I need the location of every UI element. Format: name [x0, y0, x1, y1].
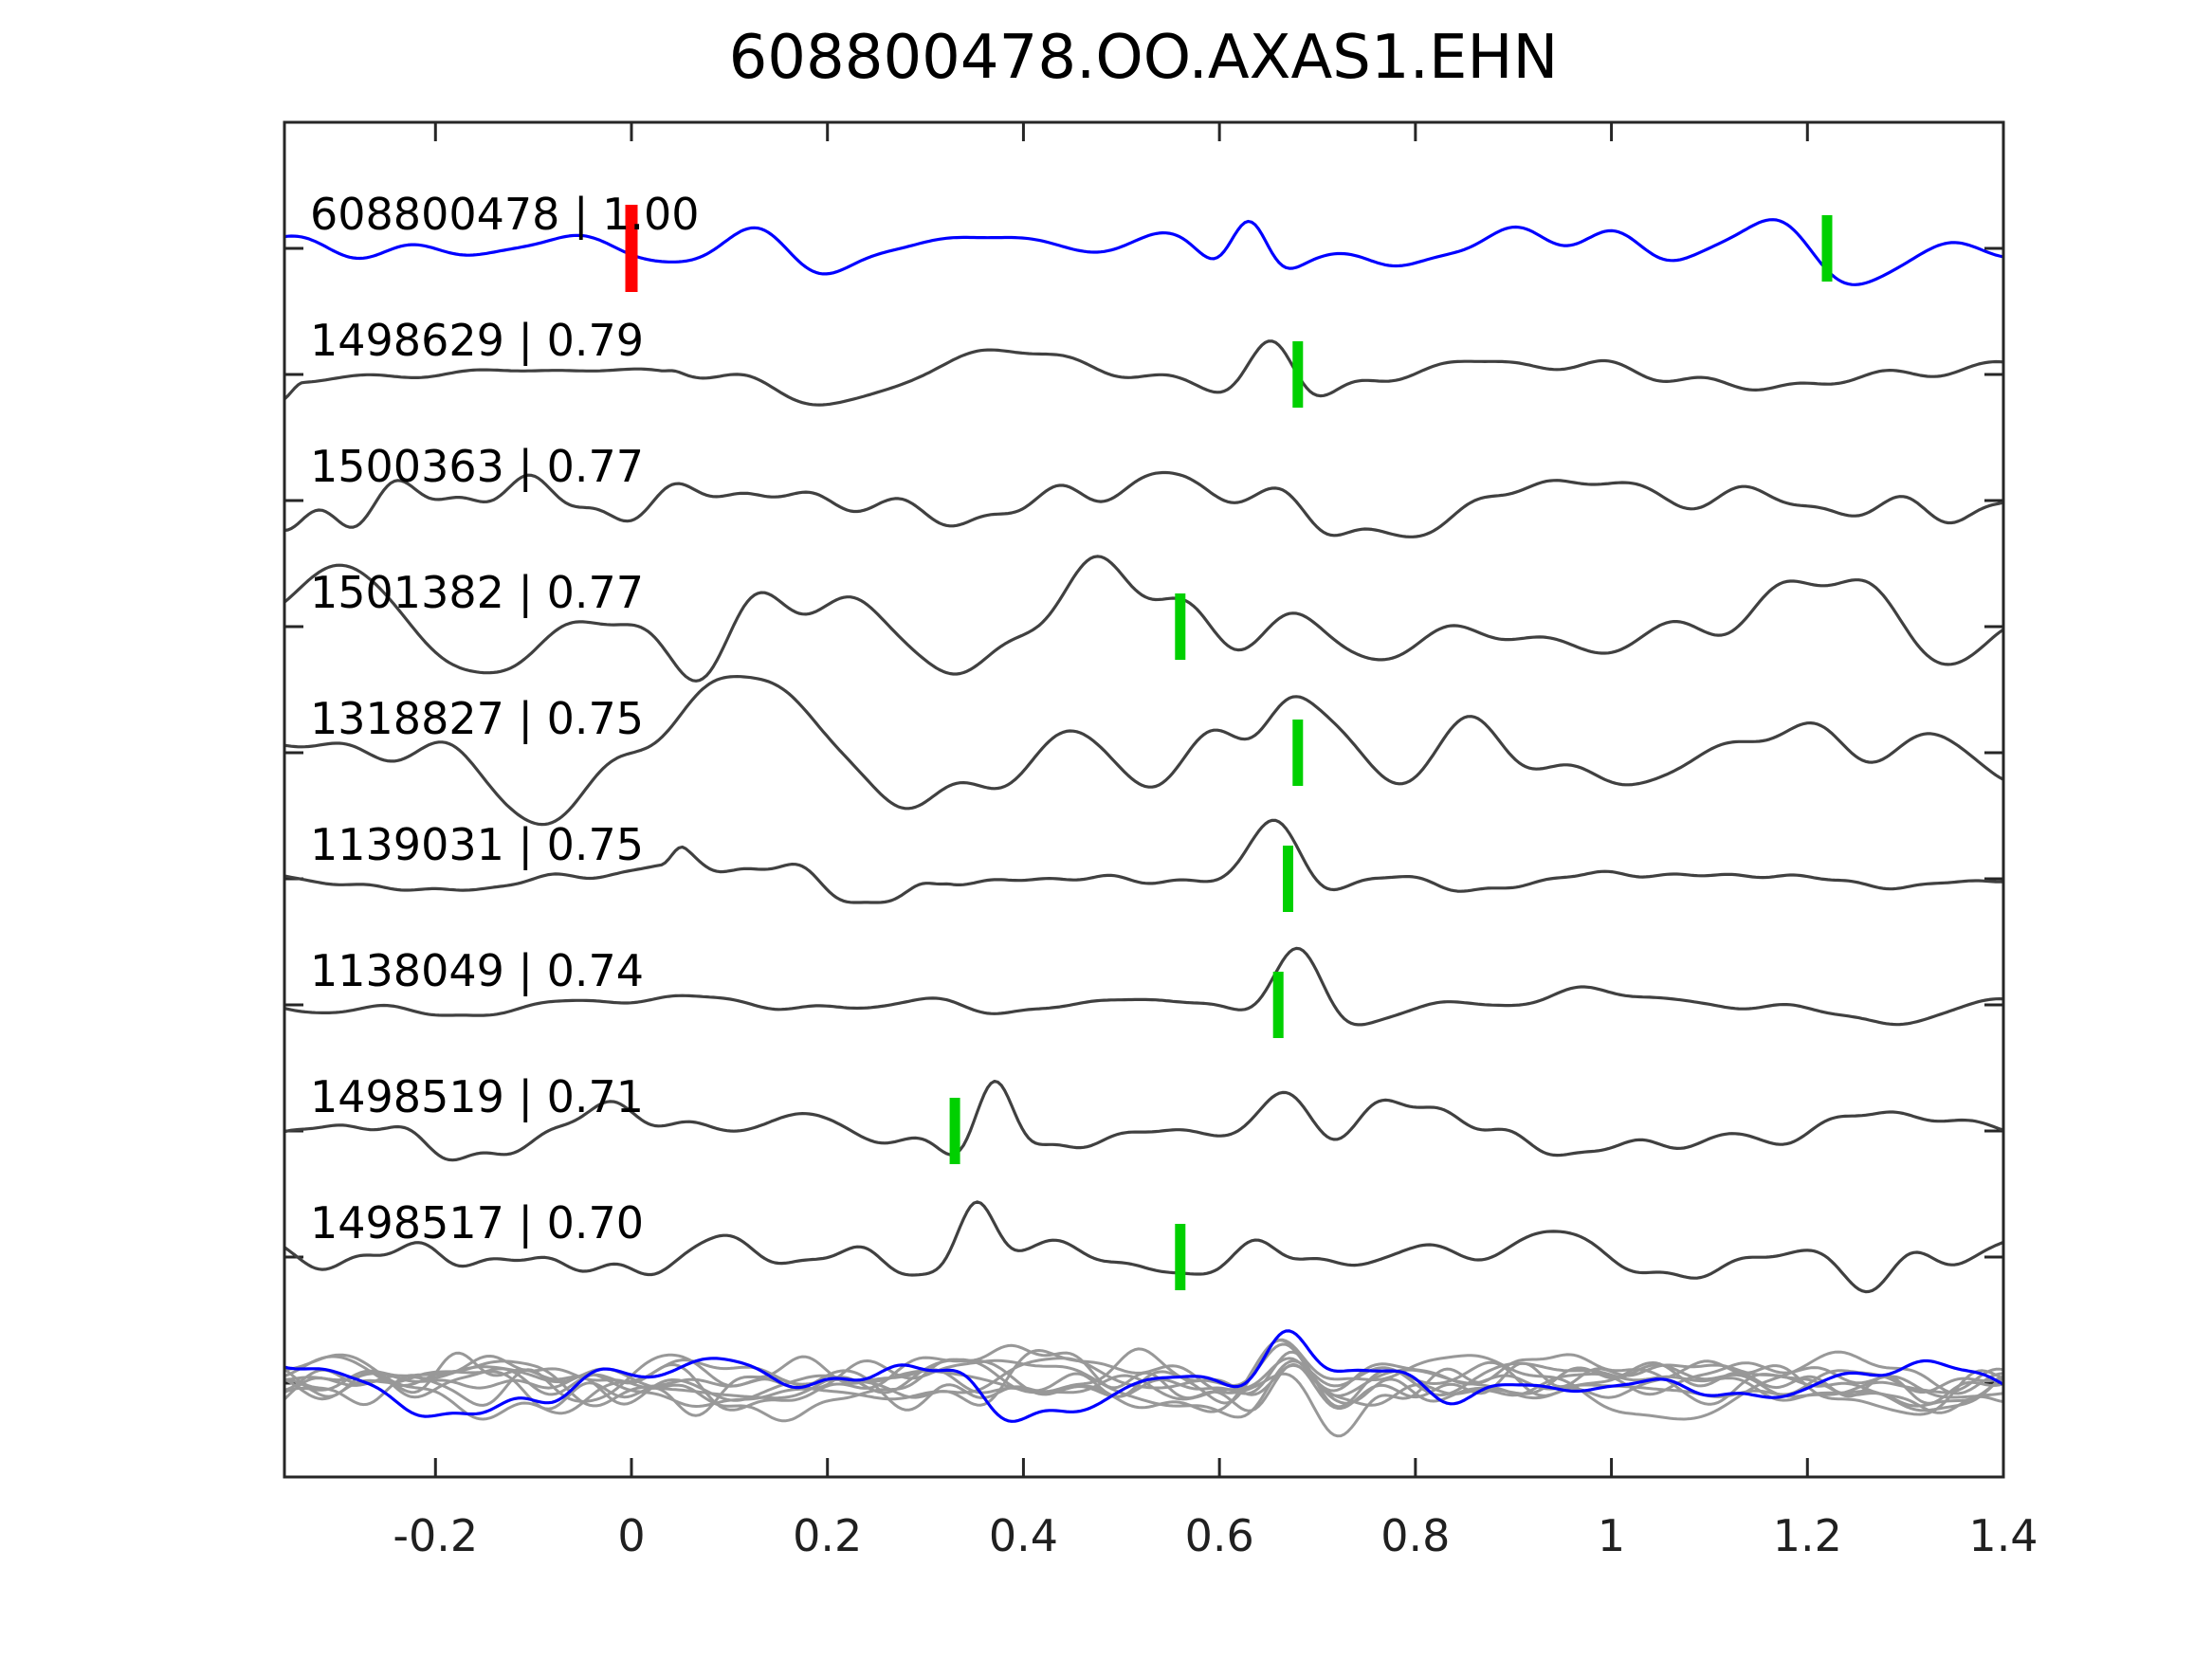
trace-labels: 608800478 | 1.00 1498629 | 0.79 1500363 | …: [310, 189, 700, 1249]
x-tick-labels: -0.2 0 0.2 0.4 0.6 0.8 1 1.2 1.4: [393, 1510, 2038, 1561]
trace-waveform-1500363: [284, 470, 2003, 538]
trace-label-1501382: 1501382 | 0.77: [310, 567, 644, 619]
trace-waveform-1498517: [284, 1200, 2003, 1294]
trace-waveform-1501382: [284, 555, 2003, 683]
pick-marker: [949, 1098, 960, 1164]
plot-border: [283, 120, 2005, 1479]
template-origin-marker: [625, 205, 638, 292]
trace-waveform-1498629: [284, 339, 2003, 407]
overlay-trace: [284, 1350, 2003, 1416]
trace-waveform-1138049: [284, 946, 2003, 1027]
overlay-trace: [284, 1358, 2003, 1419]
x-tick-label: -0.2: [393, 1510, 478, 1561]
x-tick-label: 0.4: [989, 1510, 1058, 1561]
trace-waveform-1318827: [284, 675, 2003, 827]
pick-marker: [1175, 1224, 1186, 1290]
trace-waveform-1139031: [284, 818, 2003, 904]
pick-markers: [625, 205, 1833, 1290]
trace-waveform-1498519: [284, 1080, 2003, 1162]
overlay-template-trace: [284, 1329, 2003, 1423]
x-tick-label: 0.6: [1185, 1510, 1254, 1561]
trace-label-1318827: 1318827 | 0.75: [310, 693, 644, 745]
overlay-trace: [284, 1343, 2003, 1423]
trace-label-1498629: 1498629 | 0.79: [310, 315, 644, 367]
figure-title: 608800478.OO.AXAS1.EHN: [729, 23, 1559, 93]
pick-marker: [1175, 593, 1186, 660]
pick-marker: [1292, 341, 1304, 408]
trace-label-1498517: 1498517 | 0.70: [310, 1197, 644, 1249]
x-tick-label: 0.8: [1380, 1510, 1450, 1561]
pick-marker: [1821, 215, 1833, 282]
x-tick-label: 1.4: [1968, 1510, 2038, 1561]
pick-marker: [1272, 972, 1284, 1038]
trace-label-1500363: 1500363 | 0.77: [310, 441, 644, 493]
overlay-trace: [284, 1338, 2003, 1421]
x-tick-label: 0.2: [793, 1510, 862, 1561]
x-tick-label: 1: [1598, 1510, 1625, 1561]
trace-waveform-608800478: [284, 218, 2003, 286]
trace-label-608800478: 608800478 | 1.00: [310, 189, 700, 241]
x-tick-label: 0: [617, 1510, 645, 1561]
trace-label-1139031: 1139031 | 0.75: [310, 819, 644, 871]
trace-label-1138049: 1138049 | 0.74: [310, 945, 644, 997]
pick-marker: [1292, 720, 1304, 786]
trace-label-1498519: 1498519 | 0.71: [310, 1071, 644, 1123]
pick-marker: [1283, 846, 1293, 912]
plot-border-rect: [283, 120, 2005, 1479]
overlay-trace: [284, 1339, 2003, 1412]
trace-waveforms: [284, 218, 2003, 1438]
x-tick-label: 1.2: [1773, 1510, 1842, 1561]
